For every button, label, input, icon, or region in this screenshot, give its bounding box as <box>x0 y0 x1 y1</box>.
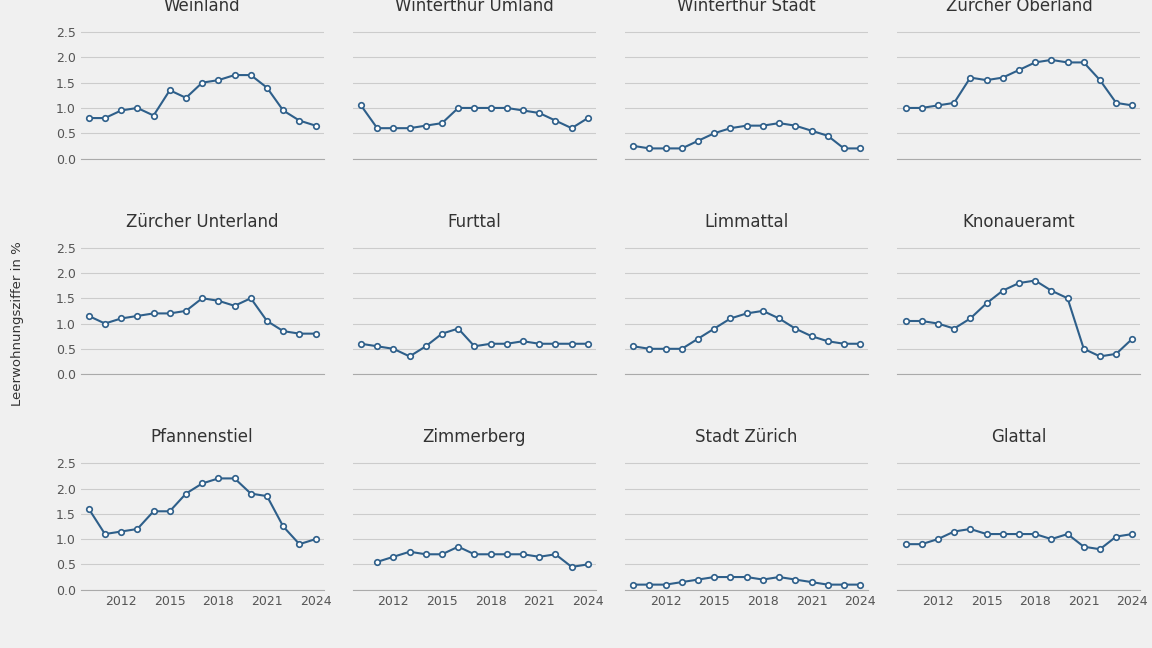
Title: Weinland: Weinland <box>164 0 241 15</box>
Title: Pfannenstiel: Pfannenstiel <box>151 428 253 446</box>
Title: Furttal: Furttal <box>448 213 501 231</box>
Title: Winterthur Stadt: Winterthur Stadt <box>677 0 816 15</box>
Title: Zimmerberg: Zimmerberg <box>423 428 526 446</box>
Title: Limmattal: Limmattal <box>705 213 789 231</box>
Title: Glattal: Glattal <box>991 428 1047 446</box>
Title: Stadt Zürich: Stadt Zürich <box>696 428 798 446</box>
Text: Leerwohnungsziffer in %: Leerwohnungsziffer in % <box>10 242 24 406</box>
Title: Zürcher Oberland: Zürcher Oberland <box>946 0 1092 15</box>
Title: Winterthur Umland: Winterthur Umland <box>395 0 554 15</box>
Title: Zürcher Unterland: Zürcher Unterland <box>126 213 279 231</box>
Title: Knonaueramt: Knonaueramt <box>963 213 1075 231</box>
